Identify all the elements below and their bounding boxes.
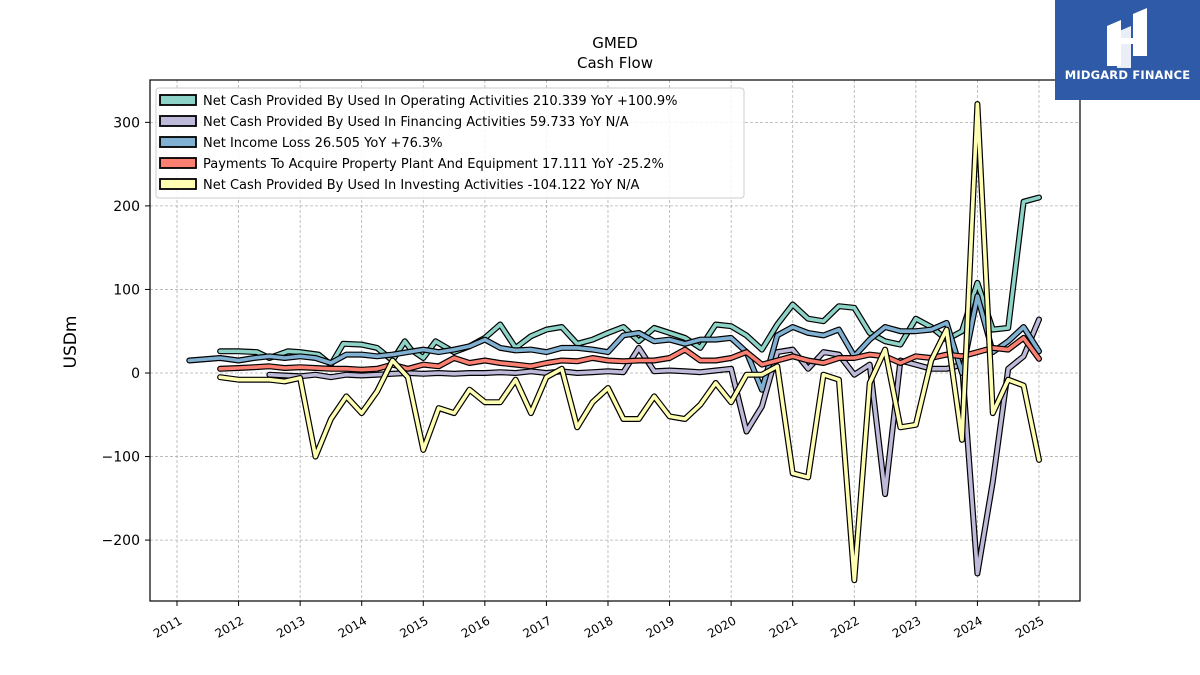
series-lines bbox=[186, 101, 1042, 584]
x-tick-label: 2012 bbox=[213, 613, 246, 640]
legend: Net Cash Provided By Used In Operating A… bbox=[155, 87, 745, 199]
chart-title: GMED bbox=[592, 34, 638, 52]
legend-swatch bbox=[159, 115, 197, 127]
series-path bbox=[218, 195, 1041, 367]
legend-item: Net Cash Provided By Used In Investing A… bbox=[159, 178, 640, 193]
legend-swatch bbox=[159, 136, 197, 148]
legend-label: Payments To Acquire Property Plant And E… bbox=[203, 157, 664, 172]
x-tick-label: 2015 bbox=[397, 613, 430, 640]
series-line-2 bbox=[266, 316, 1042, 577]
y-tick-label: 200 bbox=[113, 199, 140, 215]
x-axis: 2011 2012 2013 2014 2015 2016 2017 2018 2019 2020… bbox=[151, 601, 1046, 641]
brand-logo: MIDGARD FINANCE bbox=[1055, 0, 1200, 100]
x-tick-label: 2017 bbox=[520, 613, 553, 640]
series-path bbox=[267, 317, 1041, 576]
legend-label: Net Income Loss 26.505 YoY +76.3% bbox=[203, 136, 443, 151]
x-tick-label: 2025 bbox=[1013, 613, 1046, 640]
legend-item: Net Income Loss 26.505 YoY +76.3% bbox=[159, 136, 443, 151]
legend-item: Payments To Acquire Property Plant And E… bbox=[159, 157, 664, 172]
legend-box bbox=[155, 87, 745, 199]
x-tick-label: 2023 bbox=[890, 613, 923, 640]
x-tick-label: 2024 bbox=[951, 613, 984, 640]
x-tick-label: 2016 bbox=[459, 613, 492, 640]
legend-item: Net Cash Provided By Used In Financing A… bbox=[159, 115, 629, 130]
series-line-4 bbox=[217, 334, 1042, 373]
legend-label: Net Cash Provided By Used In Investing A… bbox=[203, 178, 640, 193]
series-path bbox=[218, 102, 1041, 582]
legend-swatch bbox=[159, 178, 197, 190]
y-axis: −200 −100 0 100 200 300 bbox=[102, 115, 150, 549]
y-tick-label: −100 bbox=[102, 450, 140, 466]
y-tick-label: −200 bbox=[102, 533, 140, 549]
x-tick-label: 2011 bbox=[151, 613, 184, 640]
y-tick-label: 0 bbox=[131, 366, 140, 382]
legend-label: Net Cash Provided By Used In Operating A… bbox=[203, 94, 677, 109]
x-tick-label: 2021 bbox=[767, 613, 800, 640]
series-path bbox=[187, 294, 1041, 392]
x-tick-label: 2022 bbox=[828, 613, 861, 640]
series-line-5 bbox=[217, 101, 1042, 584]
midgard-logo-icon bbox=[1107, 8, 1147, 68]
legend-item: Net Cash Provided By Used In Operating A… bbox=[159, 94, 677, 109]
x-tick-label: 2013 bbox=[274, 613, 307, 640]
legend-label: Net Cash Provided By Used In Financing A… bbox=[203, 115, 629, 130]
series-path bbox=[218, 336, 1041, 372]
x-tick-label: 2018 bbox=[582, 613, 615, 640]
x-tick-label: 2019 bbox=[644, 613, 677, 640]
legend-swatch bbox=[159, 94, 197, 106]
x-tick-label: 2014 bbox=[336, 613, 369, 640]
brand-name: MIDGARD FINANCE bbox=[1064, 68, 1191, 82]
series-line-1 bbox=[217, 194, 1042, 368]
y-tick-label: 300 bbox=[113, 115, 140, 131]
series-line-3 bbox=[186, 293, 1042, 393]
chart-subtitle: Cash Flow bbox=[577, 54, 653, 72]
plot-area-frame bbox=[149, 79, 1081, 602]
x-tick-label: 2020 bbox=[705, 613, 738, 640]
y-axis-label: USDm bbox=[61, 316, 81, 369]
y-tick-label: 100 bbox=[113, 282, 140, 298]
legend-swatch bbox=[159, 157, 197, 169]
